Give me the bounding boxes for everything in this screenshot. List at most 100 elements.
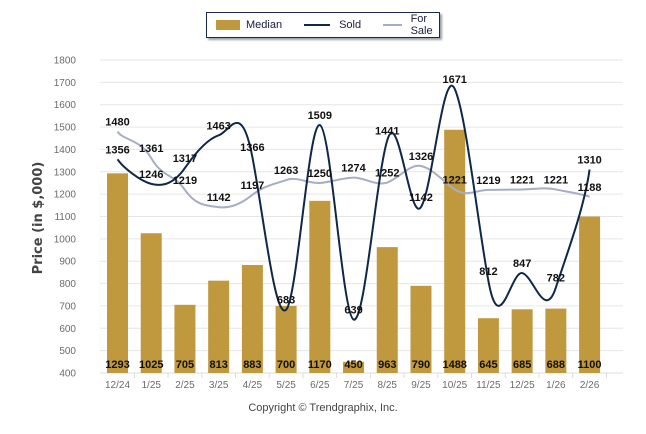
y-tick-label: 1000 [54, 234, 77, 245]
y-tick-label: 1500 [54, 123, 77, 134]
data-label-median: 645 [479, 359, 497, 371]
data-label-sold: 1671 [442, 74, 466, 86]
bar-median [241, 265, 263, 373]
data-labels: 1293 1025 705 813 883 700 1170 450 963 790 1488 645… [105, 74, 602, 371]
x-tick-label: 2/26 [580, 380, 600, 391]
x-tick-label: 12/24 [105, 380, 130, 391]
data-label-median: 450 [344, 359, 362, 371]
y-tick-label: 1700 [54, 78, 77, 89]
x-tick-label: 10/25 [442, 380, 467, 391]
y-tick-label: 1800 [54, 56, 77, 67]
line-sold [116, 84, 591, 321]
bar-median [511, 309, 533, 373]
data-label-median: 1100 [578, 359, 602, 371]
data-label-for-sale: 1361 [139, 143, 163, 155]
line-for-sale [116, 130, 590, 209]
data-label-for-sale: 1263 [274, 165, 298, 177]
x-tick-label: 4/25 [243, 380, 263, 391]
legend: Median Sold For Sale [206, 12, 440, 38]
x-tick-label: 7/25 [344, 380, 364, 391]
data-label-for-sale: 1197 [240, 180, 264, 192]
bar-median [140, 233, 162, 373]
legend-swatch-for-sale [383, 24, 402, 26]
data-label-median: 685 [513, 359, 531, 371]
data-label-median: 700 [277, 359, 295, 371]
legend-item-median: Median [216, 19, 282, 31]
y-tick-label: 700 [59, 301, 76, 312]
data-label-sold: 1366 [240, 142, 264, 154]
y-tick-label: 1300 [54, 167, 77, 178]
bar-median [444, 129, 466, 373]
data-label-for-sale: 1252 [375, 168, 399, 180]
y-tick-label: 1100 [54, 212, 76, 223]
bar-median [545, 308, 567, 373]
data-label-median: 813 [209, 359, 227, 371]
data-label-median: 688 [547, 359, 565, 371]
bar-median [410, 285, 432, 373]
x-axis-ticks: 12/24 1/25 2/25 3/25 4/25 5/25 6/25 7/25 8/25 9/2… [105, 373, 607, 391]
data-label-for-sale: 1221 [544, 174, 568, 186]
data-label-sold: 1310 [577, 155, 601, 167]
data-label-for-sale: 1221 [442, 174, 466, 186]
bar-median [579, 216, 601, 373]
y-tick-label: 1400 [54, 145, 77, 156]
x-tick-label: 1/26 [546, 380, 566, 391]
legend-label-sold: Sold [339, 19, 362, 31]
bar-median [174, 304, 196, 373]
data-label-median: 705 [176, 359, 194, 371]
data-label-for-sale: 1219 [476, 175, 500, 187]
y-axis-ticks: 400 500 600 700 800 900 1000 1100 1200 1300 1400 15… [54, 56, 77, 380]
data-label-median: 1293 [105, 359, 129, 371]
x-tick-label: 12/25 [510, 380, 535, 391]
data-label-sold: 639 [344, 305, 362, 317]
y-tick-label: 500 [59, 346, 76, 357]
bar-median [343, 361, 365, 373]
legend-item-for-sale: For Sale [383, 13, 440, 37]
data-label-median: 883 [243, 359, 261, 371]
median-bars [107, 129, 601, 373]
legend-swatch-median [216, 20, 240, 30]
x-tick-label: 6/25 [310, 380, 330, 391]
x-tick-label: 8/25 [378, 380, 398, 391]
series-lines [116, 84, 591, 321]
x-tick-label: 2/25 [175, 380, 195, 391]
data-label-for-sale: 1274 [341, 163, 366, 175]
data-label-sold: 1463 [206, 120, 230, 132]
x-tick-label: 11/25 [476, 380, 501, 391]
data-label-median: 790 [412, 359, 430, 371]
bar-median [208, 280, 230, 373]
bar-median [376, 247, 398, 373]
data-label-sold: 1246 [139, 169, 163, 181]
y-tick-label: 1600 [54, 100, 77, 111]
x-tick-label: 3/25 [209, 380, 229, 391]
bar-median [275, 305, 297, 373]
data-label-sold: 812 [479, 266, 497, 278]
legend-label-for-sale: For Sale [410, 13, 433, 37]
data-label-for-sale: 1142 [207, 192, 231, 204]
y-tick-label: 800 [59, 279, 76, 290]
data-label-sold: 782 [547, 273, 565, 285]
y-tick-label: 900 [59, 257, 76, 268]
legend-label-median: Median [246, 19, 283, 31]
data-label-for-sale: 1326 [409, 151, 433, 163]
data-label-median: 1170 [308, 359, 332, 371]
data-label-sold: 1142 [409, 192, 433, 204]
y-tick-label: 400 [59, 369, 76, 380]
bar-median [477, 318, 499, 373]
y-axis-label: Price (in $,000) [31, 162, 46, 275]
data-label-for-sale: 1188 [578, 182, 602, 194]
gridlines [100, 59, 623, 374]
y-tick-label: 600 [59, 324, 76, 335]
data-label-for-sale: 1250 [308, 168, 332, 180]
data-label-for-sale: 1480 [105, 117, 129, 129]
data-label-sold: 1509 [308, 110, 332, 122]
bar-median [107, 173, 128, 373]
data-label-sold: 847 [513, 258, 531, 270]
data-label-sold: 1356 [105, 144, 129, 156]
data-label-median: 963 [378, 359, 396, 371]
x-tick-label: 5/25 [276, 380, 296, 391]
y-tick-label: 1200 [54, 190, 77, 201]
data-label-for-sale: 1221 [510, 174, 534, 186]
x-tick-label: 9/25 [411, 380, 431, 391]
